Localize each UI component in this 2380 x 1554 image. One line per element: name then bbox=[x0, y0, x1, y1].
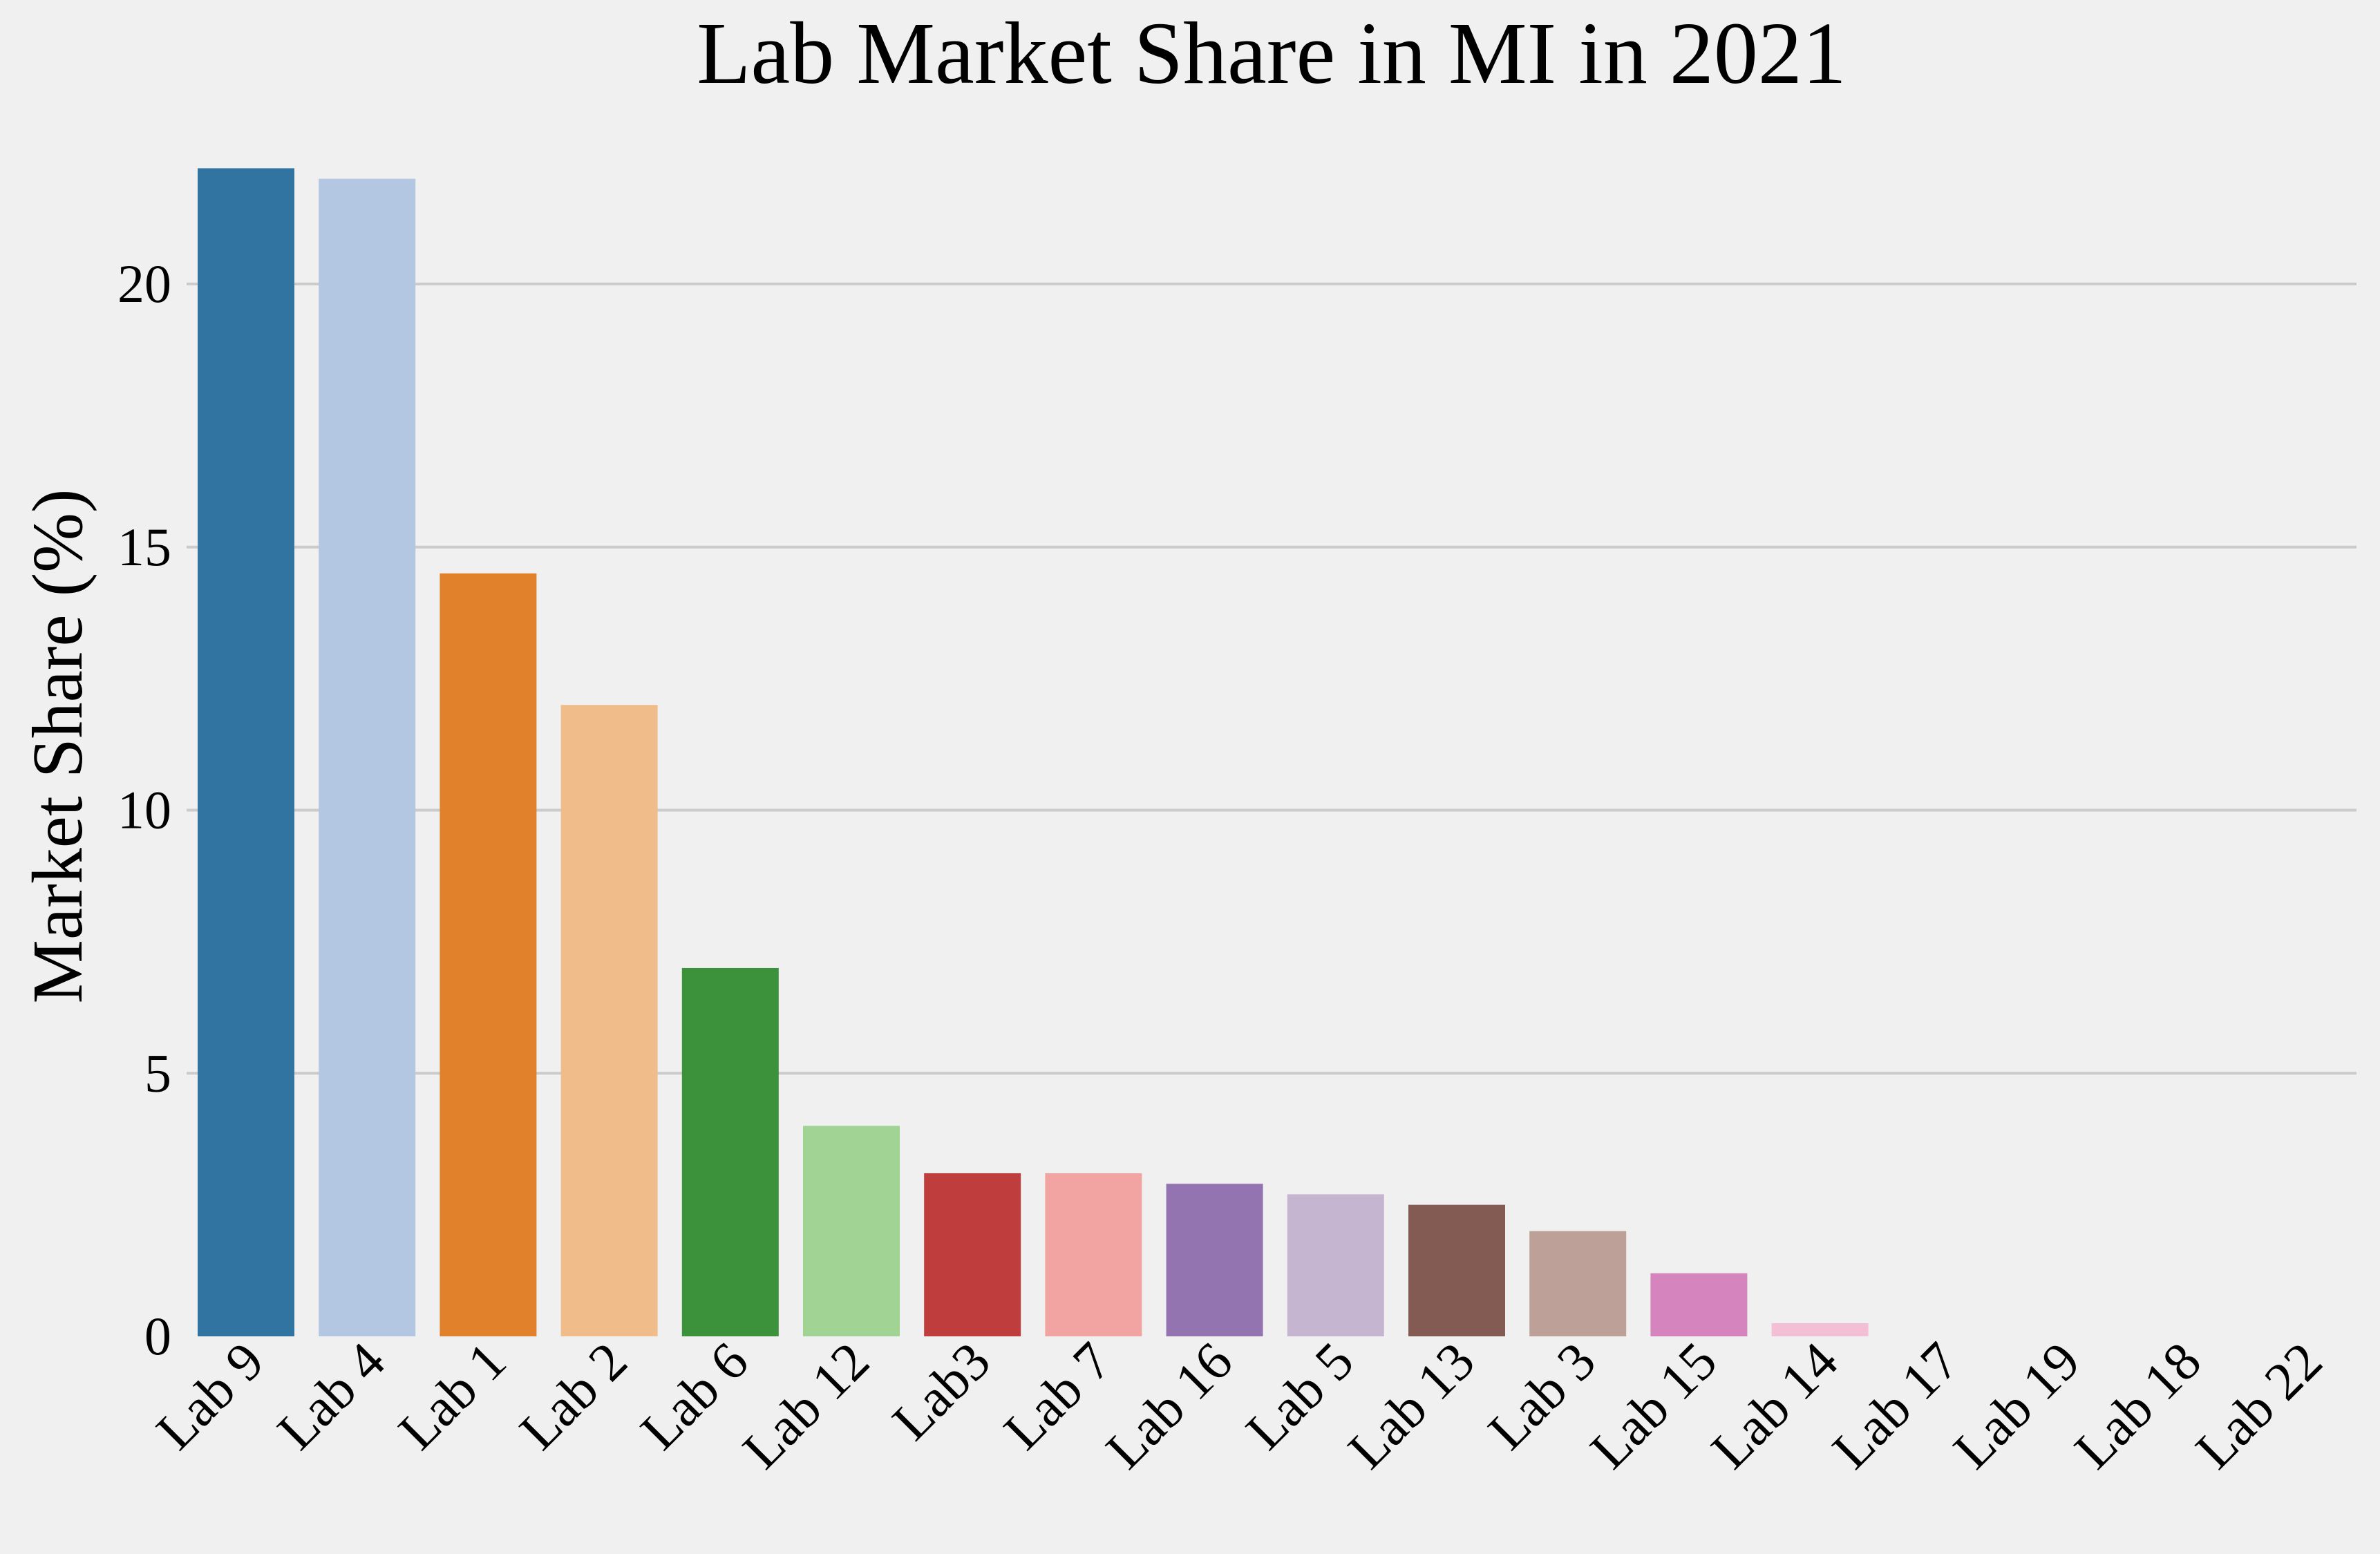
bar-lab-12 bbox=[803, 1126, 900, 1336]
x-tick-label: Lab 15 bbox=[1578, 1331, 1728, 1480]
x-tick-label: Lab 14 bbox=[1699, 1331, 1849, 1480]
bar-lab-6 bbox=[681, 967, 779, 1336]
x-tick-label: Lab 18 bbox=[2063, 1331, 2212, 1480]
bar-lab-5 bbox=[1287, 1194, 1384, 1336]
y-tick-label: 5 bbox=[144, 1043, 171, 1103]
x-tick-label: Lab 1 bbox=[387, 1331, 518, 1461]
bar-lab3 bbox=[924, 1173, 1021, 1336]
bar-lab-13 bbox=[1408, 1204, 1505, 1336]
y-axis-label: Market Share (%) bbox=[18, 489, 97, 1003]
y-tick-label: 20 bbox=[117, 254, 171, 314]
bar-lab-4 bbox=[319, 178, 416, 1337]
x-tick-label: Lab 17 bbox=[1821, 1331, 1970, 1480]
x-tick-label: Lab 12 bbox=[731, 1331, 880, 1480]
bar-lab-3 bbox=[1529, 1231, 1627, 1336]
bar-lab-14 bbox=[1771, 1323, 1869, 1336]
bars bbox=[198, 168, 1869, 1337]
bar-lab-9 bbox=[198, 168, 294, 1337]
bar-lab-1 bbox=[440, 573, 537, 1337]
y-tick-label: 10 bbox=[117, 780, 171, 840]
y-tick-label: 0 bbox=[144, 1306, 171, 1366]
x-tick-label: Lab 16 bbox=[1094, 1331, 1243, 1480]
y-axis-ticks: 0 5 10 15 20 bbox=[117, 254, 171, 1366]
chart-title: Lab Market Share in MI in 2021 bbox=[697, 4, 1847, 102]
x-tick-label: Lab 13 bbox=[1337, 1331, 1486, 1480]
bar-lab-15 bbox=[1650, 1273, 1748, 1336]
x-tick-label: Lab 2 bbox=[508, 1331, 639, 1461]
x-tick-label: Lab 19 bbox=[1942, 1331, 2091, 1480]
bar-lab-7 bbox=[1045, 1173, 1142, 1336]
x-tick-label: Lab3 bbox=[880, 1331, 1001, 1452]
bar-lab-2 bbox=[560, 705, 658, 1336]
y-tick-label: 15 bbox=[117, 517, 171, 577]
x-tick-label: Lab 4 bbox=[266, 1331, 397, 1461]
x-tick-label: Lab 22 bbox=[2184, 1331, 2333, 1480]
grid-lines bbox=[187, 283, 2357, 1075]
bar-lab-16 bbox=[1166, 1184, 1263, 1336]
